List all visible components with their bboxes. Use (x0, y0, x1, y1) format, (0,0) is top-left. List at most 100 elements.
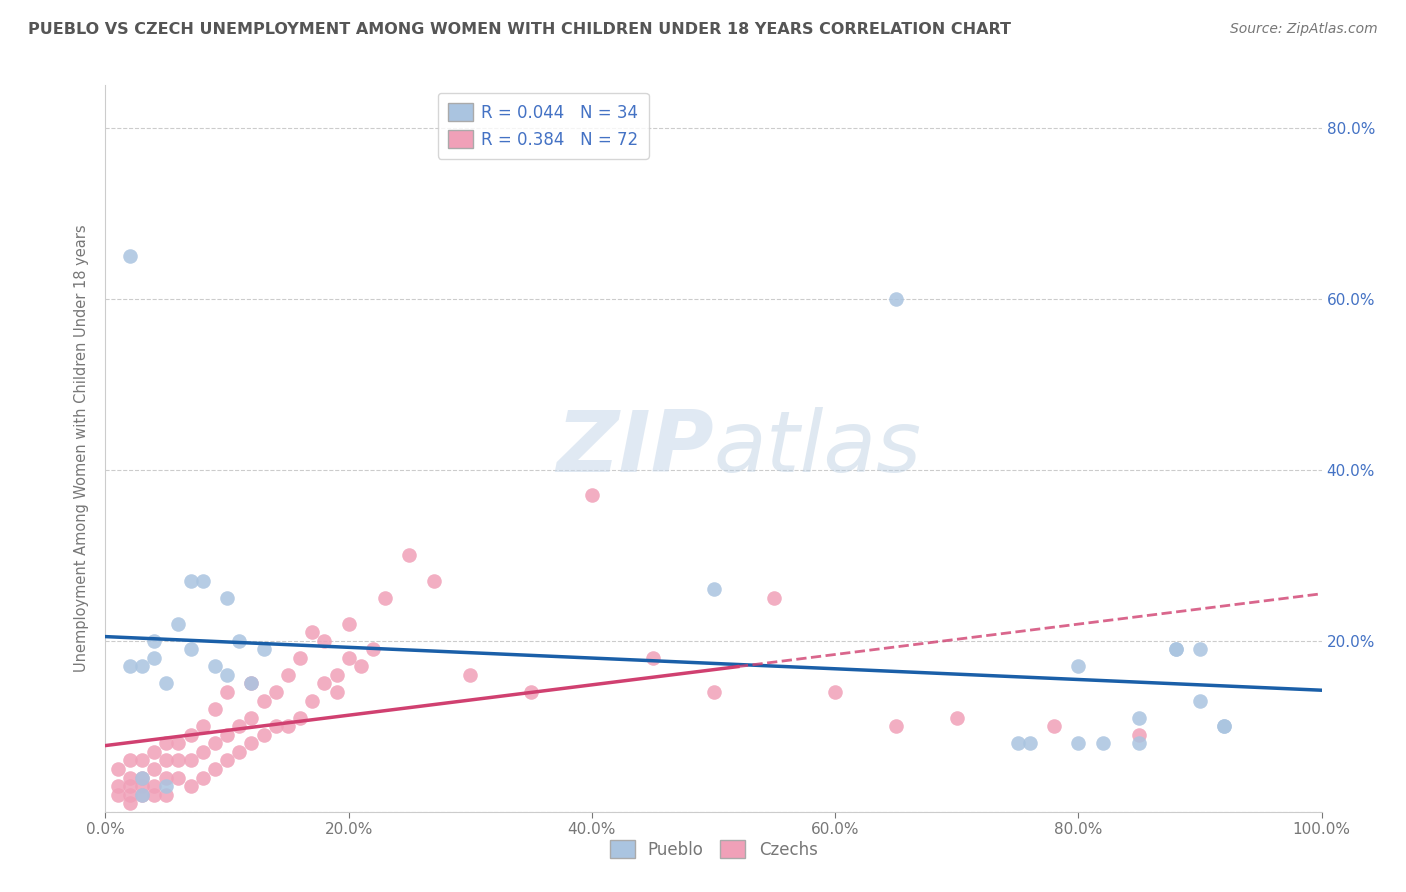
Point (288, 711, 311, 725)
Point (131, 779, 153, 793)
Point (301, 625, 323, 640)
Point (252, 693, 274, 707)
Y-axis label: Unemployment Among Women with Children Under 18 years: Unemployment Among Women with Children U… (75, 225, 90, 672)
Point (167, 736, 190, 750)
Point (118, 753, 141, 767)
Point (155, 771, 177, 785)
Point (180, 779, 202, 793)
Point (288, 650, 311, 665)
Point (240, 736, 263, 750)
Point (143, 788, 166, 802)
Point (520, 685, 543, 699)
Point (131, 771, 153, 785)
Point (252, 642, 274, 657)
Point (1213, 719, 1236, 733)
Point (191, 574, 214, 588)
Point (1018, 736, 1040, 750)
Point (325, 668, 347, 682)
Point (228, 633, 250, 648)
Point (204, 659, 226, 673)
Point (118, 659, 141, 673)
Point (155, 788, 177, 802)
Point (180, 728, 202, 742)
Point (191, 719, 214, 733)
Point (702, 582, 725, 597)
Point (167, 771, 190, 785)
Point (884, 719, 907, 733)
Point (107, 788, 129, 802)
Point (217, 685, 239, 699)
Point (1067, 659, 1090, 673)
Point (191, 771, 214, 785)
Point (228, 745, 250, 759)
Point (217, 591, 239, 605)
Point (107, 779, 129, 793)
Point (118, 779, 141, 793)
Point (374, 591, 396, 605)
Point (155, 676, 177, 690)
Point (398, 548, 420, 562)
Point (143, 633, 166, 648)
Point (277, 719, 299, 733)
Point (1043, 719, 1066, 733)
Point (277, 668, 299, 682)
Point (180, 574, 202, 588)
Point (143, 779, 166, 793)
Point (217, 668, 239, 682)
Text: atlas: atlas (713, 407, 921, 490)
Point (118, 771, 141, 785)
Point (131, 788, 153, 802)
Point (155, 753, 177, 767)
Point (252, 728, 274, 742)
Point (1164, 642, 1187, 657)
Point (180, 642, 202, 657)
Point (217, 728, 239, 742)
Point (1128, 736, 1150, 750)
Point (143, 650, 166, 665)
Point (1091, 736, 1114, 750)
Point (361, 642, 384, 657)
Point (131, 788, 153, 802)
Point (204, 736, 226, 750)
Point (1164, 642, 1187, 657)
Point (240, 711, 263, 725)
Point (1189, 693, 1212, 707)
Point (143, 762, 166, 776)
Point (240, 676, 263, 690)
Point (118, 788, 141, 802)
Point (763, 591, 786, 605)
Point (155, 736, 177, 750)
Point (824, 685, 846, 699)
Point (131, 659, 153, 673)
Point (1189, 642, 1212, 657)
Point (314, 633, 336, 648)
Point (217, 753, 239, 767)
Point (301, 693, 323, 707)
Text: PUEBLO VS CZECH UNEMPLOYMENT AMONG WOMEN WITH CHILDREN UNDER 18 YEARS CORRELATIO: PUEBLO VS CZECH UNEMPLOYMENT AMONG WOMEN… (28, 22, 1011, 37)
Point (180, 753, 202, 767)
Point (228, 719, 250, 733)
Point (884, 292, 907, 306)
Point (131, 753, 153, 767)
Point (337, 616, 360, 631)
Point (314, 676, 336, 690)
Point (1128, 711, 1150, 725)
Point (204, 762, 226, 776)
Point (1007, 736, 1029, 750)
Point (945, 711, 967, 725)
Point (167, 753, 190, 767)
Point (458, 668, 481, 682)
Point (1213, 719, 1236, 733)
Point (118, 796, 141, 810)
Point (204, 702, 226, 716)
Point (264, 719, 287, 733)
Point (191, 745, 214, 759)
Point (423, 574, 446, 588)
Point (118, 249, 141, 263)
Point (155, 779, 177, 793)
Point (325, 685, 347, 699)
Point (641, 650, 664, 665)
Point (581, 488, 603, 502)
Point (264, 685, 287, 699)
Point (350, 659, 373, 673)
